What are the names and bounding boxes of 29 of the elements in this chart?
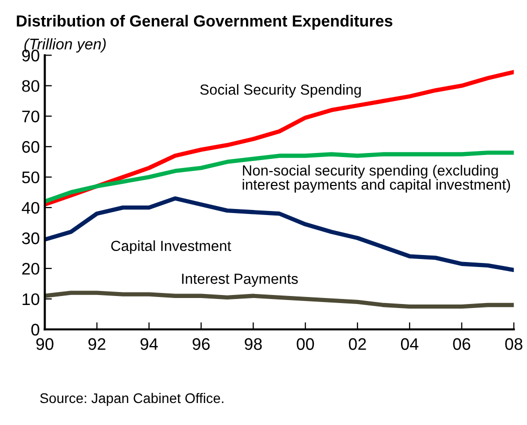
y-tick-label: 30	[22, 232, 40, 244]
chart-title: Distribution of General Government Expenditures	[16, 14, 392, 30]
y-tick-label: 80	[22, 80, 40, 92]
line-series	[44, 150, 514, 204]
y-tick-label: 70	[22, 110, 40, 122]
x-tick-label: 06	[453, 338, 470, 350]
y-tick-label: 60	[22, 141, 40, 153]
x-tick-label: 98	[244, 338, 262, 350]
x-tick-label: 02	[348, 338, 366, 350]
y-tick-label: 20	[22, 262, 40, 275]
series-label: Social Security Spending	[200, 84, 361, 98]
line-series	[44, 70, 514, 207]
x-tick-label: 04	[400, 338, 418, 350]
y-tick-label: 50	[22, 171, 40, 184]
y-tick-label: 0	[31, 324, 40, 336]
x-tick-label: 08	[505, 338, 522, 350]
line-series	[44, 196, 514, 272]
x-tick-label: 96	[192, 338, 210, 350]
x-tick-label: 00	[296, 338, 314, 350]
x-tick-label: 94	[140, 338, 158, 350]
x-tick-label: 92	[88, 338, 106, 350]
line-series	[44, 290, 514, 309]
source-note: Source: Japan Cabinet Office.	[40, 392, 224, 406]
text: Capital Investment	[111, 240, 232, 254]
series-label: Interest Payments	[182, 274, 298, 287]
y-tick-label: 10	[22, 293, 40, 306]
x-tick-label: 90	[36, 338, 54, 350]
y-tick-label: 40	[22, 202, 40, 214]
series-label: Non-social security spending (excluding interest payments and capital investment)	[242, 164, 510, 193]
